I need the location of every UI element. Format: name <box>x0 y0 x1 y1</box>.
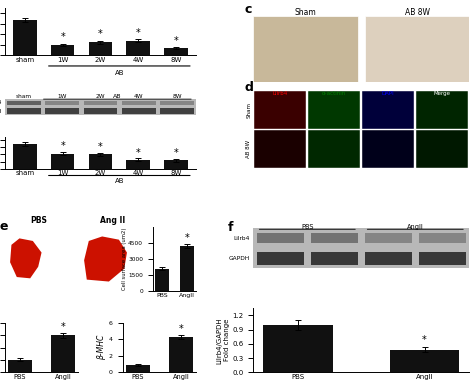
Text: PBS: PBS <box>301 224 313 230</box>
Bar <box>310 233 358 243</box>
Y-axis label: Lilrb4/GAPDH
Fold change: Lilrb4/GAPDH Fold change <box>217 317 229 364</box>
Bar <box>164 48 188 55</box>
Bar <box>416 91 468 129</box>
Text: AB 8W: AB 8W <box>246 140 251 158</box>
Bar <box>256 252 304 265</box>
Text: DAPI: DAPI <box>382 91 395 96</box>
Text: *: * <box>61 141 65 152</box>
Text: 2W: 2W <box>96 94 105 99</box>
Text: 1W: 1W <box>57 94 67 99</box>
Polygon shape <box>10 238 42 278</box>
Bar <box>310 252 358 265</box>
Text: AB: AB <box>115 70 124 76</box>
Bar <box>122 108 155 114</box>
Bar <box>180 246 194 291</box>
Y-axis label: Cell surface area (um2): Cell surface area (um2) <box>122 228 127 290</box>
Bar <box>390 350 459 372</box>
Text: Lilrb4: Lilrb4 <box>273 91 288 96</box>
Text: Ang II: Ang II <box>100 217 125 225</box>
Text: *: * <box>61 32 65 42</box>
Bar <box>83 101 118 105</box>
Bar <box>89 155 112 169</box>
Bar <box>5 98 196 115</box>
Text: c: c <box>245 3 252 16</box>
Bar <box>362 91 414 129</box>
Bar <box>83 108 118 114</box>
Bar <box>51 154 74 169</box>
Bar <box>51 45 74 55</box>
Text: GAPDH: GAPDH <box>0 109 2 114</box>
Bar <box>127 41 150 55</box>
Text: Lilrb4: Lilrb4 <box>234 236 250 241</box>
Text: Sham: Sham <box>246 102 251 118</box>
Bar <box>164 160 188 169</box>
Polygon shape <box>84 236 127 282</box>
Bar <box>7 108 41 114</box>
Text: *: * <box>61 321 65 332</box>
Text: *: * <box>136 28 141 38</box>
Bar <box>13 144 37 169</box>
Y-axis label: β-MHC: β-MHC <box>97 335 106 360</box>
Bar <box>416 130 468 168</box>
Bar <box>127 160 150 169</box>
Text: AngII: AngII <box>407 224 424 230</box>
Bar <box>419 252 466 265</box>
Bar <box>255 130 306 168</box>
Bar <box>122 101 155 105</box>
Text: PBS: PBS <box>30 217 46 225</box>
Bar <box>51 335 75 372</box>
Text: *: * <box>173 36 178 46</box>
Bar <box>89 42 112 55</box>
Text: Sham: Sham <box>294 8 316 17</box>
Text: sham: sham <box>16 94 32 99</box>
Bar <box>253 16 358 82</box>
Bar <box>365 16 469 82</box>
Bar <box>362 130 414 168</box>
Bar <box>155 269 169 291</box>
Text: *: * <box>98 142 103 152</box>
Text: d: d <box>245 81 254 94</box>
Text: AB: AB <box>113 94 122 99</box>
Text: e: e <box>0 220 8 233</box>
Text: *: * <box>98 30 103 40</box>
Text: 4W: 4W <box>134 94 144 99</box>
Bar <box>160 108 194 114</box>
Text: *: * <box>136 147 141 158</box>
Bar <box>365 233 412 243</box>
Bar <box>169 337 193 372</box>
Bar <box>253 228 469 268</box>
Bar <box>160 101 194 105</box>
Bar <box>255 91 306 129</box>
Bar <box>419 233 466 243</box>
Bar <box>8 360 32 372</box>
Text: Lilrb4: Lilrb4 <box>0 100 2 106</box>
Text: *: * <box>422 335 427 345</box>
Bar <box>309 91 360 129</box>
Bar <box>263 325 333 372</box>
Bar <box>309 130 360 168</box>
Text: f: f <box>228 221 233 234</box>
Bar <box>126 365 150 372</box>
Bar <box>256 233 304 243</box>
Text: GAPDH: GAPDH <box>229 256 250 261</box>
Bar <box>365 252 412 265</box>
Bar <box>46 101 79 105</box>
Text: 8W: 8W <box>173 94 182 99</box>
Bar <box>46 108 79 114</box>
Text: Merge: Merge <box>434 91 451 96</box>
Text: AB 8W: AB 8W <box>405 8 430 17</box>
Text: *: * <box>179 324 183 334</box>
Bar <box>7 101 41 105</box>
Text: *: * <box>173 148 178 158</box>
Text: *: * <box>185 233 190 243</box>
Text: α-actinin: α-actinin <box>322 91 346 96</box>
Bar <box>13 20 37 55</box>
Text: AB: AB <box>115 178 124 184</box>
